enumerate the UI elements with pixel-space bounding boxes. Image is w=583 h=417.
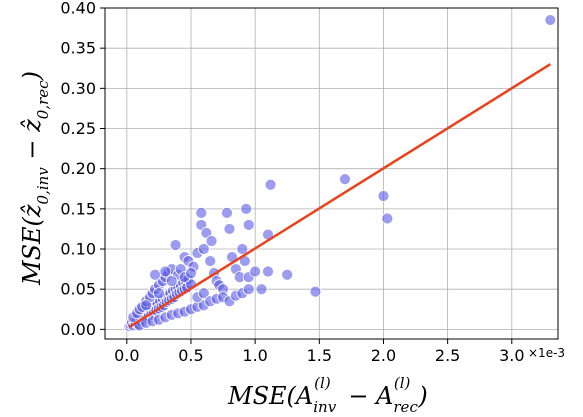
data-point [169,239,182,251]
x-tick-label: 1.5 [307,346,332,365]
x-scale-note: ×1e-3 [528,346,565,360]
y-tick-label: 0.30 [60,79,96,98]
data-point [152,287,165,300]
data-point [381,212,394,225]
y-tick-label: 0.15 [60,199,96,218]
data-point [240,202,253,215]
data-point [255,283,268,296]
y-axis-ticks: 0.00 0.05 0.10 0.15 0.20 0.25 0.30 0.35 0.40 [60,0,105,339]
x-tick-label: 2.5 [435,346,460,365]
x-tick-label: 2.0 [371,346,396,365]
data-point [281,268,294,281]
data-point [249,265,262,278]
x-tick-label: 0.5 [178,346,203,365]
data-point [221,206,233,219]
x-tick-label: 1.0 [242,346,267,365]
data-point [159,265,172,278]
data-point [165,275,178,288]
data-point [223,223,236,235]
y-tick-label: 0.05 [60,280,96,299]
y-tick-label: 0.10 [60,240,96,259]
data-point [197,243,210,255]
data-point [195,206,208,219]
data-point [339,173,351,186]
y-tick-label: 0.20 [60,159,96,178]
y-tick-label: 0.00 [60,320,96,339]
data-point [149,268,161,281]
y-tick-label: 0.25 [60,119,96,138]
x-tick-label: 3.0 [499,346,524,365]
x-tick-label: 0.0 [114,346,139,365]
data-point [264,178,277,191]
fit-line-layer [128,63,551,329]
data-point [185,267,197,280]
data-point [205,235,218,247]
data-point [140,299,152,312]
data-point [242,219,255,231]
data-point [242,283,255,296]
plot-frame [104,7,559,340]
data-point [377,190,390,202]
data-point [262,265,274,278]
y-tick-label: 0.35 [60,39,96,58]
data-point [236,243,249,255]
data-point [204,255,217,267]
x-axis-ticks: 0.0 0.5 1.0 1.5 2.0 2.5 3.0 [114,339,525,365]
y-tick-label: 0.40 [60,0,96,18]
fit-line [128,63,551,329]
data-point [309,285,322,298]
data-point [197,287,210,300]
data-point [544,14,557,26]
